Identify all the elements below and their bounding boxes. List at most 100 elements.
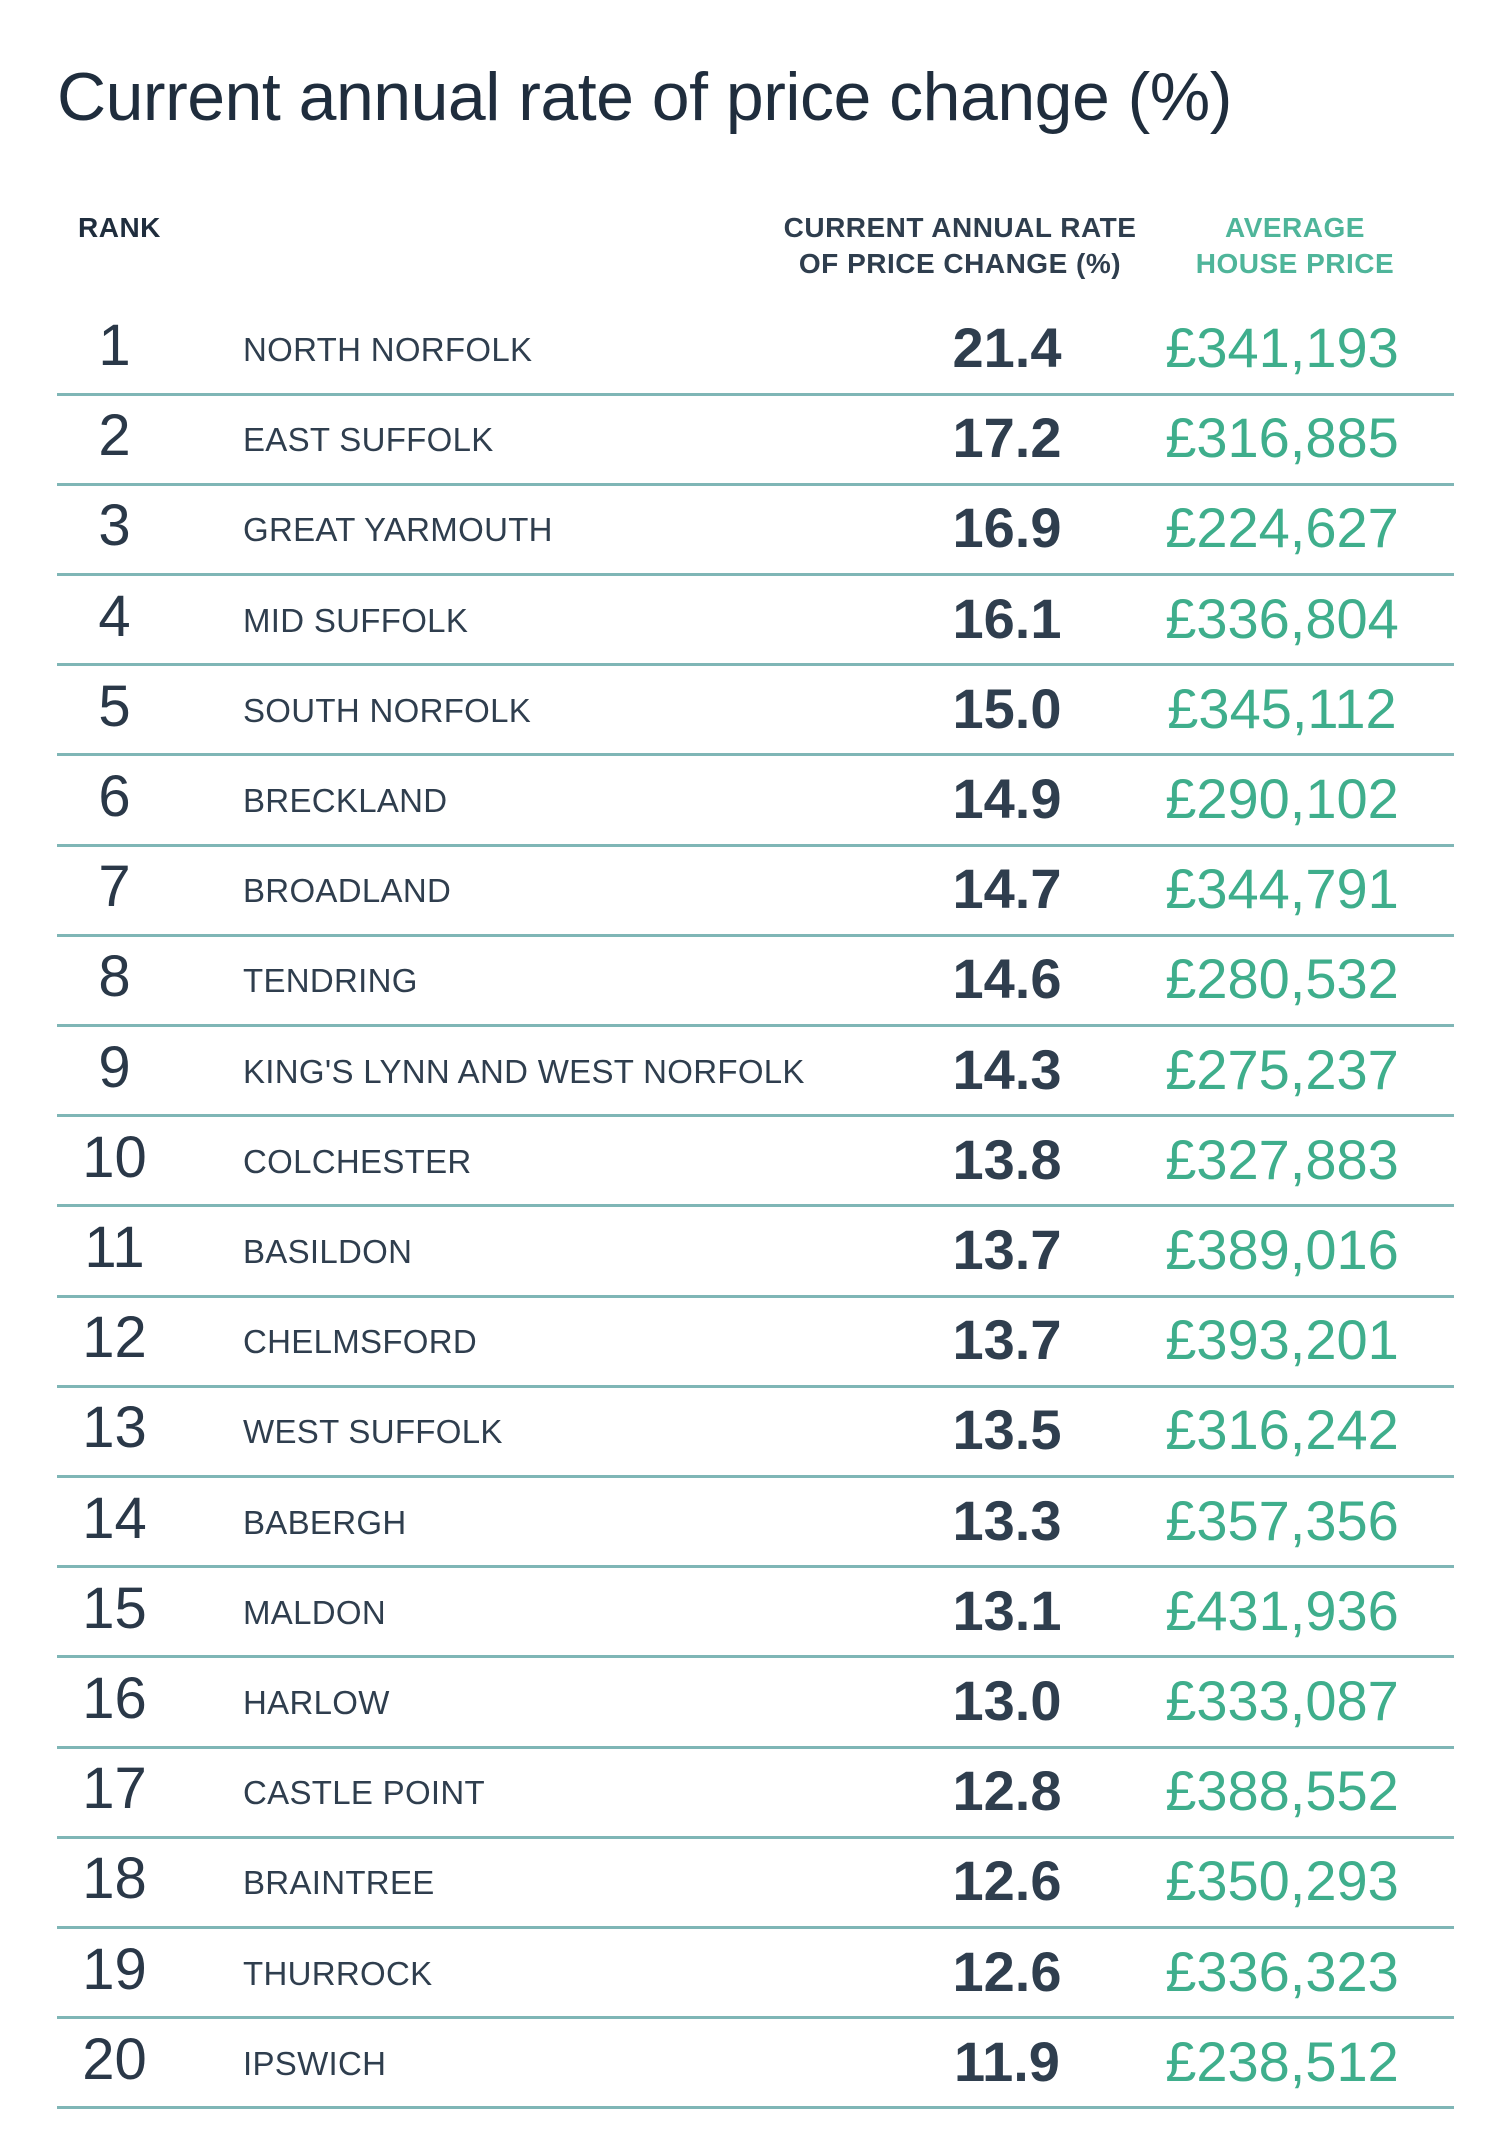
rank-cell: 15 <box>82 1575 147 1641</box>
area-name-cell: BROADLAND <box>243 872 452 910</box>
price-cell: £345,112 <box>1167 676 1397 740</box>
price-cell: £336,804 <box>1165 586 1399 650</box>
price-cell: £333,087 <box>1165 1669 1399 1732</box>
rank-cell: 12 <box>82 1305 147 1371</box>
row-divider <box>57 1745 1454 1749</box>
rate-cell: 15.0 <box>952 676 1062 740</box>
table-row: 16 HARLOW 13.0 £333,087 <box>57 1659 1454 1749</box>
rate-cell: 12.6 <box>952 1939 1062 2003</box>
page-title: Current annual rate of price change (%) <box>57 59 1232 135</box>
table-row: 20 IPSWICH 11.9 £238,512 <box>57 2020 1454 2110</box>
row-divider <box>57 753 1454 757</box>
rank-cell: 11 <box>84 1215 145 1280</box>
row-divider <box>57 482 1454 486</box>
rank-cell: 16 <box>82 1666 147 1731</box>
rank-cell: 17 <box>82 1756 147 1822</box>
area-name-cell: BRECKLAND <box>243 782 448 819</box>
area-name-cell: BRAINTREE <box>243 1864 435 1902</box>
rate-cell: 17.2 <box>952 406 1062 470</box>
price-cell: £431,936 <box>1165 1578 1399 1642</box>
row-divider <box>57 1835 1454 1839</box>
rate-cell: 21.4 <box>952 316 1062 379</box>
price-cell: £393,201 <box>1165 1308 1399 1372</box>
price-cell: £238,512 <box>1165 2029 1399 2093</box>
area-name-cell: GREAT YARMOUTH <box>243 511 553 549</box>
table-row: 1 NORTH NORFOLK 21.4 £341,193 <box>57 306 1454 396</box>
rate-cell: 13.0 <box>952 1669 1062 1732</box>
area-name-cell: WEST SUFFOLK <box>243 1413 503 1451</box>
row-divider <box>57 2106 1454 2110</box>
rate-cell: 13.1 <box>952 1578 1062 1642</box>
rank-cell: 5 <box>98 673 131 739</box>
table-row: 19 THURROCK 12.6 £336,323 <box>57 1930 1454 2020</box>
table-row: 13 WEST SUFFOLK 13.5 £316,242 <box>57 1388 1454 1478</box>
area-name-cell: MID SUFFOLK <box>243 601 469 639</box>
rank-cell: 3 <box>98 493 131 559</box>
rate-cell: 13.3 <box>952 1488 1062 1552</box>
table-row: 2 EAST SUFFOLK 17.2 £316,885 <box>57 396 1454 486</box>
area-name-cell: MALDON <box>243 1593 386 1631</box>
rate-cell: 13.8 <box>952 1127 1062 1191</box>
table-row: 7 BROADLAND 14.7 £344,791 <box>57 847 1454 937</box>
area-name-cell: TENDRING <box>243 962 418 1000</box>
row-divider <box>57 1023 1454 1027</box>
rate-cell: 14.9 <box>952 767 1062 830</box>
rank-cell: 7 <box>98 854 131 920</box>
table-row: 9 KING'S LYNN AND WEST NORFOLK 14.3 £275,23… <box>57 1028 1454 1118</box>
rank-cell: 4 <box>98 583 131 649</box>
rank-cell: 6 <box>98 764 131 829</box>
price-cell: £275,237 <box>1165 1037 1399 1101</box>
table-row: 8 TENDRING 14.6 £280,532 <box>57 937 1454 1027</box>
row-divider <box>57 1384 1454 1388</box>
area-name-cell: SOUTH NORFOLK <box>243 691 532 729</box>
area-name-cell: CHELMSFORD <box>243 1323 478 1361</box>
row-divider <box>57 843 1454 847</box>
price-cell: £357,356 <box>1165 1488 1399 1552</box>
price-cell: £316,885 <box>1165 406 1399 470</box>
rate-cell: 13.7 <box>952 1218 1062 1281</box>
table-row: 18 BRAINTREE 12.6 £350,293 <box>57 1839 1454 1929</box>
row-divider <box>57 1294 1454 1298</box>
price-cell: £350,293 <box>1165 1849 1399 1913</box>
area-name-cell: BABERGH <box>243 1503 407 1541</box>
area-name-cell: IPSWICH <box>243 2044 387 2082</box>
rank-cell: 1 <box>98 313 131 378</box>
rank-cell: 14 <box>82 1485 147 1551</box>
rank-cell: 13 <box>82 1395 147 1461</box>
rate-cell: 13.5 <box>952 1398 1062 1462</box>
price-cell: £341,193 <box>1165 316 1399 379</box>
row-divider <box>57 1474 1454 1478</box>
rate-cell: 16.1 <box>952 586 1062 650</box>
row-divider <box>57 392 1454 396</box>
table-row: 11 BASILDON 13.7 £389,016 <box>57 1208 1454 1298</box>
price-cell: £344,791 <box>1165 857 1399 921</box>
row-divider <box>57 1925 1454 1929</box>
price-cell: £224,627 <box>1165 496 1399 560</box>
area-name-cell: THURROCK <box>243 1954 433 1992</box>
table-row: 4 MID SUFFOLK 16.1 £336,804 <box>57 577 1454 667</box>
table-row: 3 GREAT YARMOUTH 16.9 £224,627 <box>57 486 1454 576</box>
row-divider <box>57 2016 1454 2020</box>
rank-cell: 10 <box>82 1124 147 1190</box>
rate-cell: 14.7 <box>952 857 1062 921</box>
price-cell: £388,552 <box>1165 1759 1399 1823</box>
table-row: 14 BABERGH 13.3 £357,356 <box>57 1479 1454 1569</box>
price-cell: £327,883 <box>1165 1127 1399 1191</box>
rank-cell: 20 <box>82 2026 147 2092</box>
rate-cell: 12.6 <box>952 1849 1062 1913</box>
row-divider <box>57 1655 1454 1659</box>
area-name-cell: KING'S LYNN AND WEST NORFOLK <box>243 1052 805 1090</box>
rate-column-header: CURRENT ANNUAL RATE OF PRICE CHANGE (%) <box>783 212 1137 279</box>
table-row: 15 MALDON 13.1 £431,936 <box>57 1569 1454 1659</box>
row-divider <box>57 1565 1454 1569</box>
area-name-cell: COLCHESTER <box>243 1142 472 1180</box>
rate-cell: 14.6 <box>952 947 1062 1011</box>
row-divider <box>57 1114 1454 1118</box>
rank-cell: 9 <box>98 1034 131 1100</box>
price-cell: £336,323 <box>1165 1939 1399 2003</box>
rank-cell: 8 <box>98 944 131 1010</box>
table-row: 17 CASTLE POINT 12.8 £388,552 <box>57 1749 1454 1839</box>
rate-cell: 11.9 <box>954 2029 1060 2093</box>
price-cell: £316,242 <box>1165 1398 1399 1462</box>
